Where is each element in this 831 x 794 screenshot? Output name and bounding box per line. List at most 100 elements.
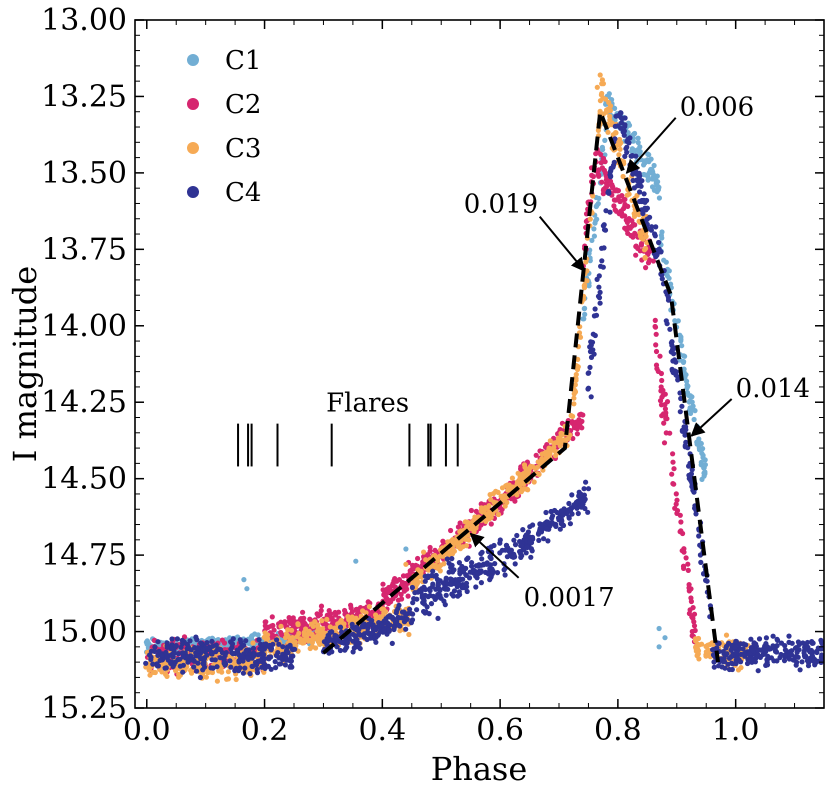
data-point [429,572,435,579]
data-point [755,647,761,653]
data-point [580,316,586,322]
data-point [576,489,582,495]
data-point [571,423,578,430]
data-point [716,640,722,647]
data-point [582,505,588,512]
data-point [403,561,409,567]
x-tick-label: 1.0 [712,713,760,748]
data-point [596,273,602,279]
data-point [667,430,673,436]
data-point [473,508,479,514]
data-point [686,399,692,405]
data-point [504,499,510,506]
data-point [266,656,272,662]
data-point [414,607,420,613]
data-point [346,616,352,623]
data-point [337,624,344,630]
data-point [696,533,702,539]
data-point [456,560,462,566]
data-point [726,666,733,673]
data-point [274,637,280,643]
data-point [571,401,577,407]
data-point [348,602,354,608]
data-point [410,563,416,569]
data-point [365,629,371,635]
data-point [567,432,573,438]
data-point [680,359,687,365]
data-point [522,533,529,539]
data-point [284,644,291,650]
data-point [350,638,356,644]
data-point [819,652,824,658]
data-point [272,659,278,665]
data-point [411,596,417,602]
data-point [307,616,313,622]
data-point [792,654,799,660]
data-point [409,617,416,623]
data-point [180,641,186,647]
data-point [273,665,279,671]
data-point [595,293,602,299]
data-point [285,627,291,633]
data-point [692,627,698,634]
data-point [180,650,186,656]
data-point [622,201,628,208]
data-point [599,245,605,251]
data-point [381,610,387,616]
data-point [688,471,695,477]
data-point [786,633,792,639]
data-point [599,90,605,97]
data-point [177,663,183,669]
data-point [628,232,634,239]
data-point [662,406,669,412]
data-point [155,663,161,669]
data-point [392,619,398,625]
data-point [693,646,699,653]
data-point [512,561,518,567]
data-point [603,177,610,183]
x-axis-title: Phase [431,750,528,788]
data-point [536,471,542,477]
data-point [375,632,381,638]
data-point [324,616,330,623]
data-point [295,621,301,627]
data-point [608,174,614,180]
data-point [245,655,251,661]
data-point [595,201,601,207]
data-point [577,334,584,340]
data-point [515,481,521,487]
data-point [492,561,498,567]
data-point [195,645,201,651]
data-point [692,408,698,414]
data-point [637,173,643,179]
data-point [502,572,508,578]
data-point [675,377,681,383]
data-point [659,276,665,282]
data-point [546,445,552,451]
data-point [468,507,474,514]
data-point [711,659,717,665]
data-point [265,663,271,670]
data-point [814,649,820,656]
data-point [637,230,643,236]
data-point [657,353,663,359]
data-point [385,600,392,607]
data-point [711,664,717,670]
data-point [678,519,684,525]
data-point [470,567,476,573]
data-point [662,402,668,408]
data-point [637,189,643,195]
data-point [677,409,683,415]
x-tick-label: 0.2 [241,713,289,748]
data-point [352,626,358,632]
data-point [410,600,416,606]
data-point [587,216,593,222]
data-point [432,562,439,569]
data-point [740,646,746,652]
data-point [766,646,772,652]
data-point [501,567,507,573]
data-point [286,618,293,624]
data-point [451,567,457,573]
data-point [701,465,707,471]
data-point [751,641,757,647]
